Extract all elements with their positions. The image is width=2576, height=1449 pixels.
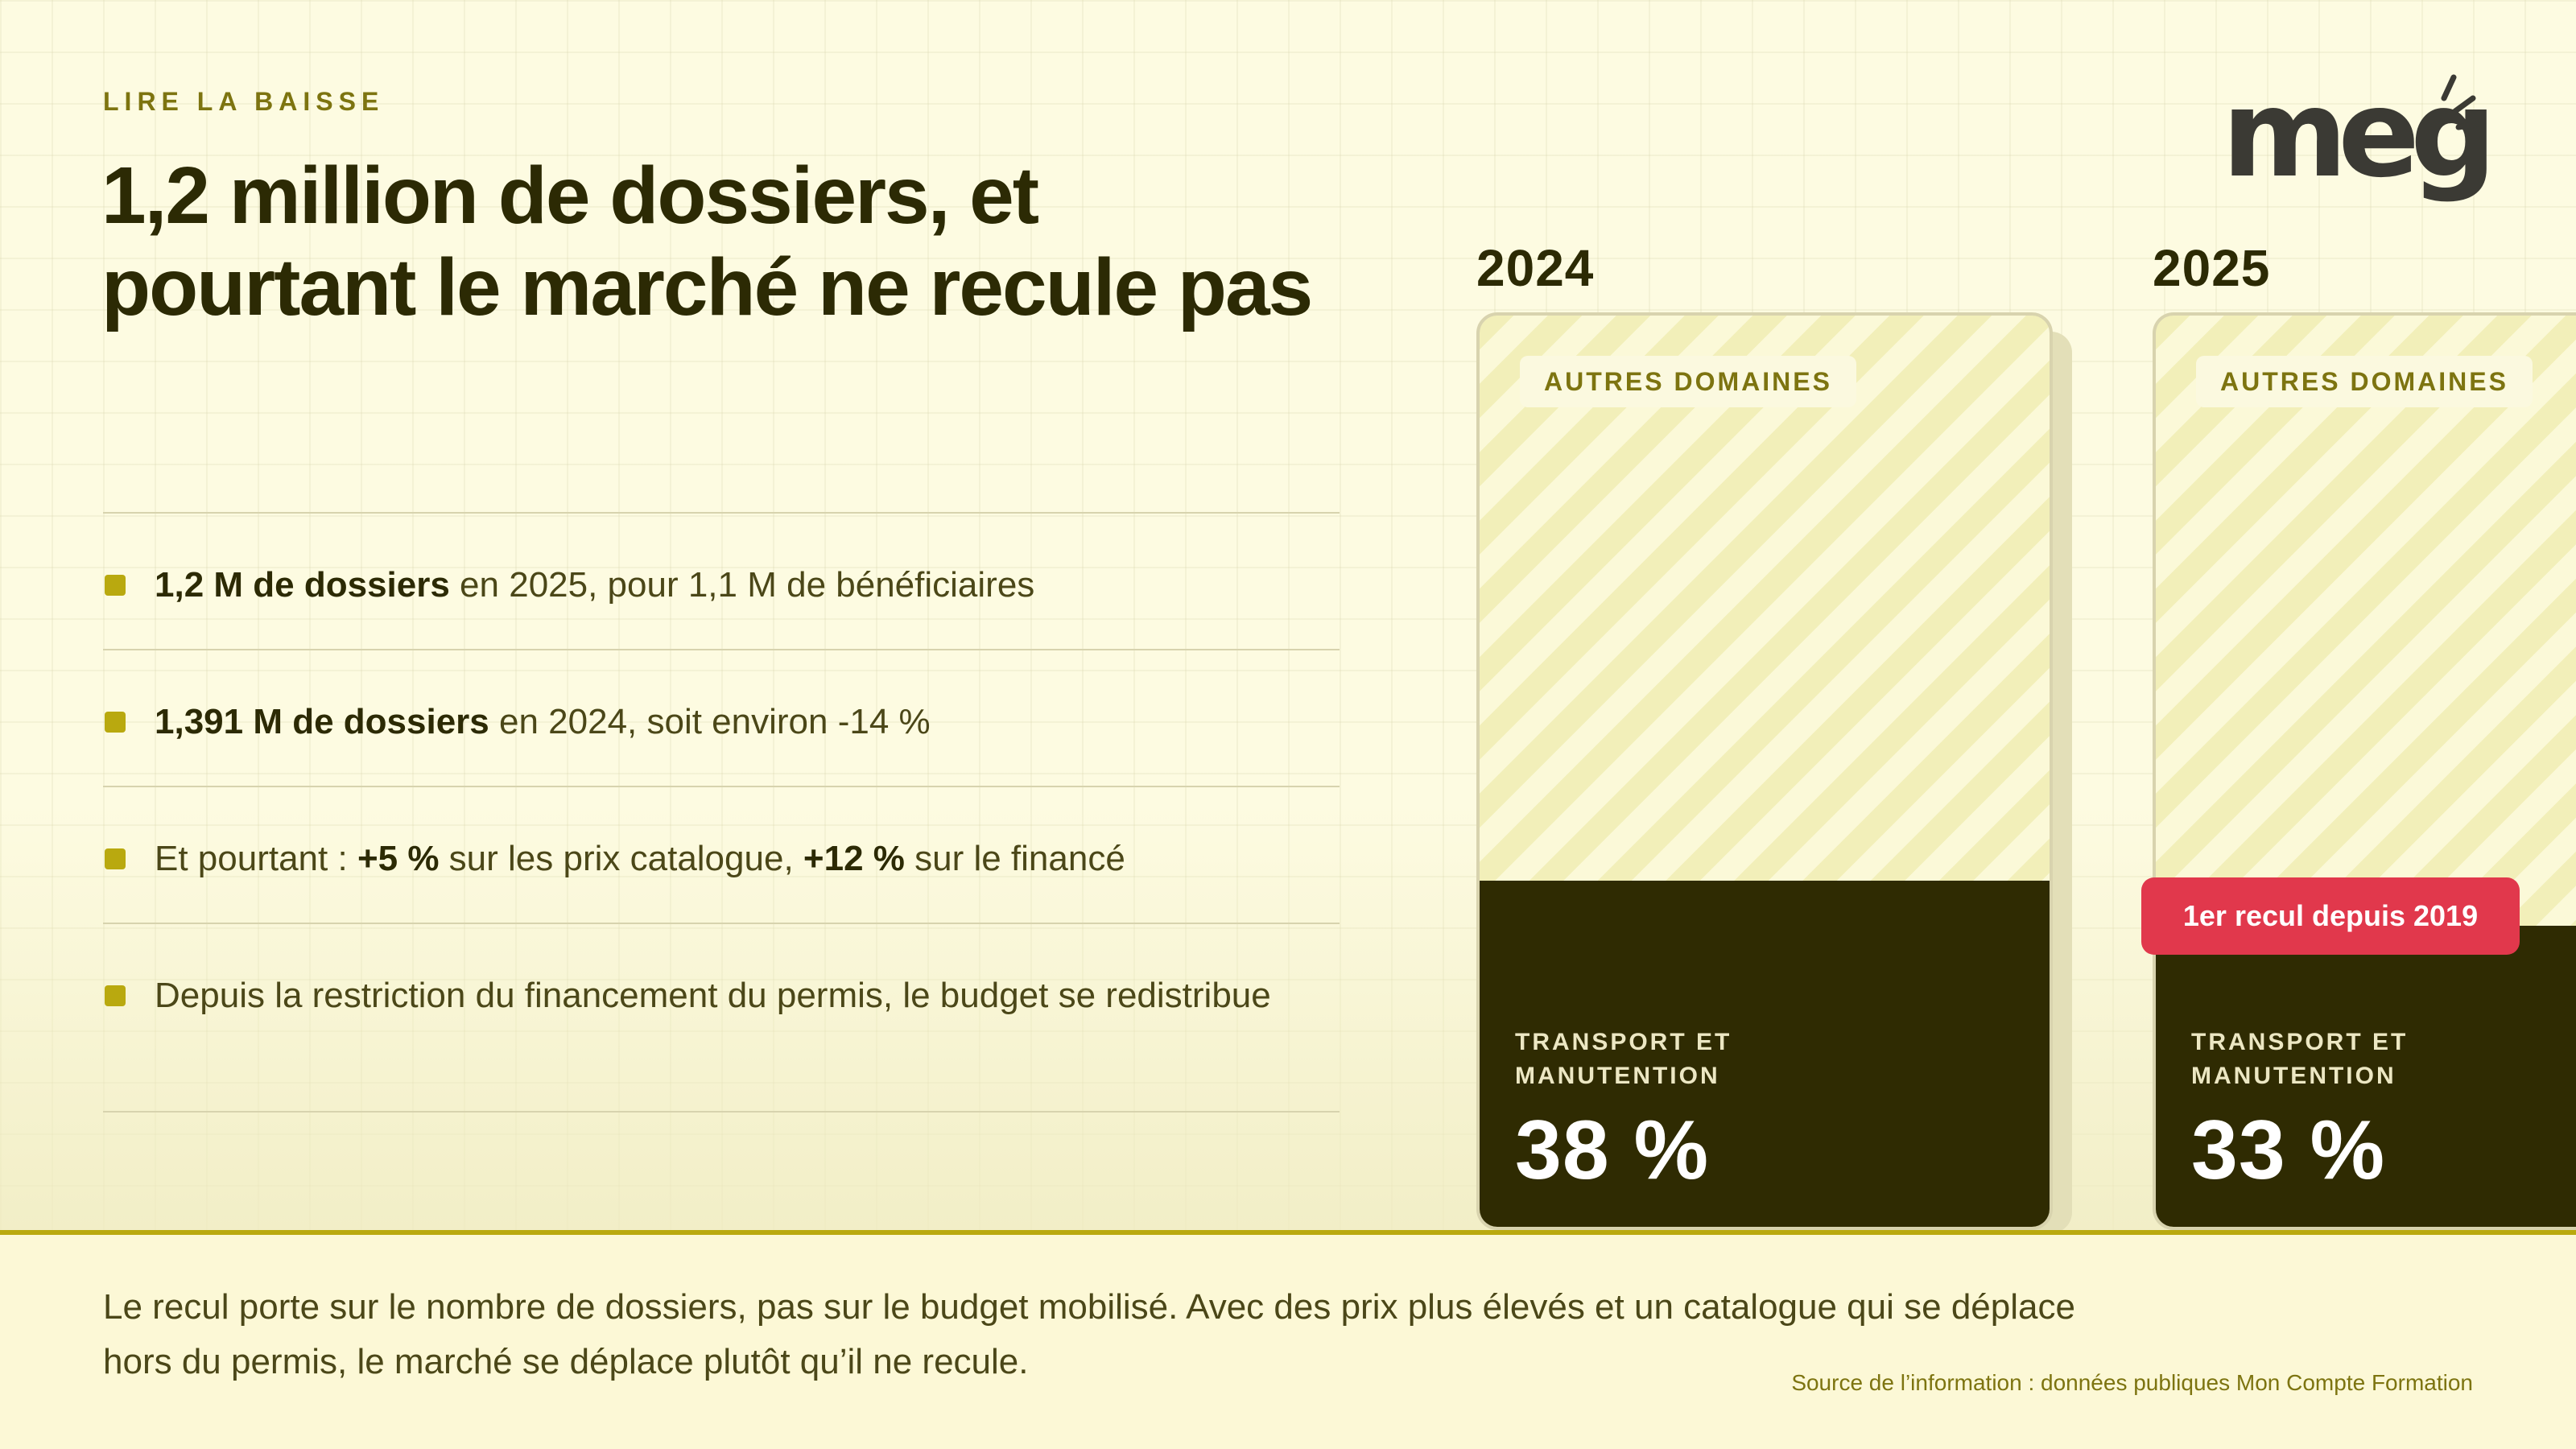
bullet-text: 1,391 M de dossiers en 2024, soit enviro… — [155, 702, 931, 741]
segment-label-transport: TRANSPORT ET MANUTENTION — [2191, 1029, 2409, 1089]
bullet-square-icon — [105, 712, 126, 733]
bullet-item: 1,391 M de dossiers en 2024, soit enviro… — [103, 649, 1340, 786]
key-figures-list: 1,2 M de dossiers en 2025, pour 1,1 M de… — [103, 512, 1340, 1113]
bullet-text-part: en 2024, soit environ -14 % — [489, 702, 931, 741]
bullet-item: 1,2 M de dossiers en 2025, pour 1,1 M de… — [103, 512, 1340, 649]
bar-value-label: 33 % — [2191, 1104, 2386, 1197]
segment-label-transport: TRANSPORT ET MANUTENTION — [1515, 1029, 1732, 1089]
bullet-text: Depuis la restriction du financement du … — [155, 976, 1271, 1015]
bullet-text-strong: +5 % — [357, 839, 440, 878]
bullet-item: Et pourtant : +5 % sur les prix catalogu… — [103, 786, 1340, 923]
footer: Le recul porte sur le nombre de dossiers… — [0, 1230, 2576, 1449]
bullet-text: 1,2 M de dossiers en 2025, pour 1,1 M de… — [155, 565, 1034, 605]
source-note: Source de l’information : données publiq… — [1791, 1370, 2473, 1395]
bullet-item: Depuis la restriction du financement du … — [103, 923, 1340, 1113]
bullet-square-icon — [105, 575, 126, 596]
background-fade — [0, 805, 2576, 1232]
meg-logo: meg — [2214, 66, 2496, 203]
bullet-text-part: Depuis la restriction du financement du … — [155, 976, 1271, 1015]
bar-category-label: 2025 — [2153, 239, 2271, 297]
bullet-text-part: sur les prix catalogue, — [439, 839, 803, 878]
bar-segment-transport: TRANSPORT ET MANUTENTION 33 % — [2156, 926, 2576, 1227]
bullet-square-icon — [105, 848, 126, 869]
eyebrow-label: LIRE LA BAISSE — [103, 87, 385, 116]
segment-label-other: AUTRES DOMAINES — [2196, 356, 2533, 407]
bullet-square-icon — [105, 985, 126, 1006]
bullet-text-strong: +12 % — [803, 839, 905, 878]
annotation-badge: 1er recul depuis 2019 — [2141, 877, 2520, 955]
bullet-text: Et pourtant : +5 % sur les prix catalogu… — [155, 839, 1125, 878]
bullet-text-part: en 2025, pour 1,1 M de bénéficiaires — [449, 565, 1035, 605]
bullet-text-strong: 1,391 M de dossiers — [155, 702, 489, 741]
bullet-text-strong: 1,2 M de dossiers — [155, 565, 450, 605]
bar-category-label: 2024 — [1476, 239, 1595, 297]
bar-stack: AUTRES DOMAINES TRANSPORT ET MANUTENTION 3… — [1476, 312, 2053, 1230]
bullet-text-part: Et pourtant : — [155, 839, 357, 878]
logo-sparkle-icon — [2441, 74, 2481, 130]
bar-value-label: 38 % — [1515, 1104, 1710, 1197]
bar-segment-transport: TRANSPORT ET MANUTENTION 38 % — [1480, 881, 2050, 1227]
title-line-1: 1,2 million de dossiers, et — [101, 151, 1039, 241]
bullet-text-part: sur le financé — [904, 839, 1125, 878]
page-title: 1,2 million de dossiers, et pourtant le … — [101, 150, 1406, 333]
footer-conclusion: Le recul porte sur le nombre de dossiers… — [103, 1287, 2075, 1381]
segment-label-other: AUTRES DOMAINES — [1520, 356, 1856, 407]
bar-stack: AUTRES DOMAINES TRANSPORT ET MANUTENTION 3… — [2153, 312, 2576, 1230]
title-line-2: pourtant le marché ne recule pas — [101, 242, 1313, 332]
